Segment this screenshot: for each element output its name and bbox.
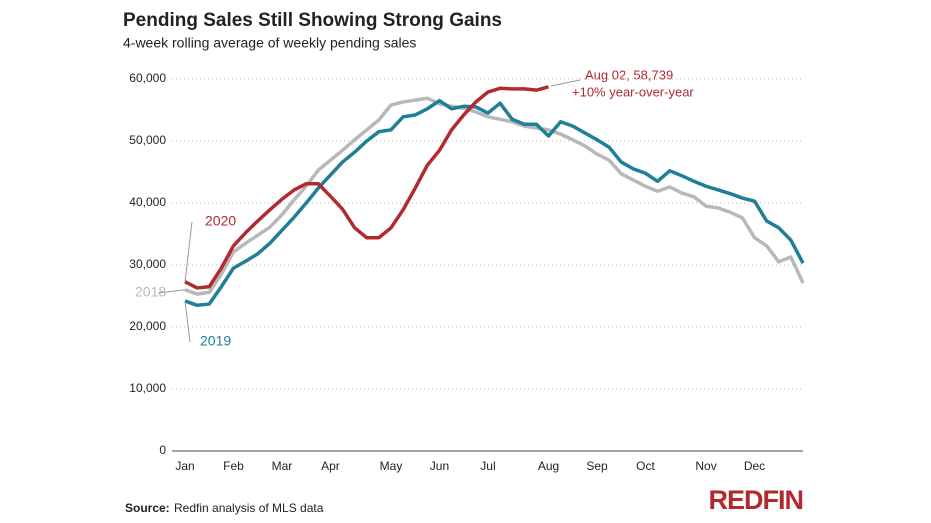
label-leader (184, 221, 193, 282)
x-tick-label: Oct (636, 459, 655, 473)
y-tick-label: 30,000 (129, 257, 166, 271)
annotation-leader (550, 79, 581, 87)
logo: REDFIN (709, 485, 804, 515)
chart-subtitle: 4-week rolling average of weekly pending… (123, 35, 416, 51)
y-tick-label: 20,000 (129, 319, 166, 333)
line-series (184, 85, 549, 290)
x-tick-label: May (380, 459, 403, 473)
x-tick-label: Mar (272, 459, 293, 473)
y-tick-label: 10,000 (129, 381, 166, 395)
source: Redfin analysis of MLS data (174, 501, 324, 515)
line-series (184, 98, 805, 308)
x-tick-label: Nov (695, 459, 716, 473)
x-tick-label: Feb (223, 459, 244, 473)
chart-title: Pending Sales Still Showing Strong Gains (123, 10, 502, 31)
annotation: Aug 02, 58,739 (585, 67, 673, 82)
series-label: 2020 (205, 213, 236, 229)
annotation: +10% year-over-year (572, 84, 694, 99)
source-label: Source: (125, 501, 170, 515)
series-label: 2018 (135, 284, 166, 300)
x-tick-label: Aug (538, 459, 559, 473)
line-series (184, 96, 805, 296)
y-tick-label: 0 (159, 443, 166, 457)
label-leader (157, 289, 186, 294)
x-tick-label: Jul (480, 459, 495, 473)
label-leader (184, 300, 191, 343)
x-tick-label: Sep (586, 459, 608, 473)
x-tick-label: Jan (175, 459, 194, 473)
series-label: 2019 (200, 333, 231, 349)
x-tick-label: Jun (430, 459, 449, 473)
x-tick-label: Dec (744, 459, 765, 473)
y-tick-label: 60,000 (129, 71, 166, 85)
x-tick-label: Apr (321, 459, 340, 473)
y-tick-label: 40,000 (129, 195, 166, 209)
y-tick-label: 50,000 (129, 133, 166, 147)
